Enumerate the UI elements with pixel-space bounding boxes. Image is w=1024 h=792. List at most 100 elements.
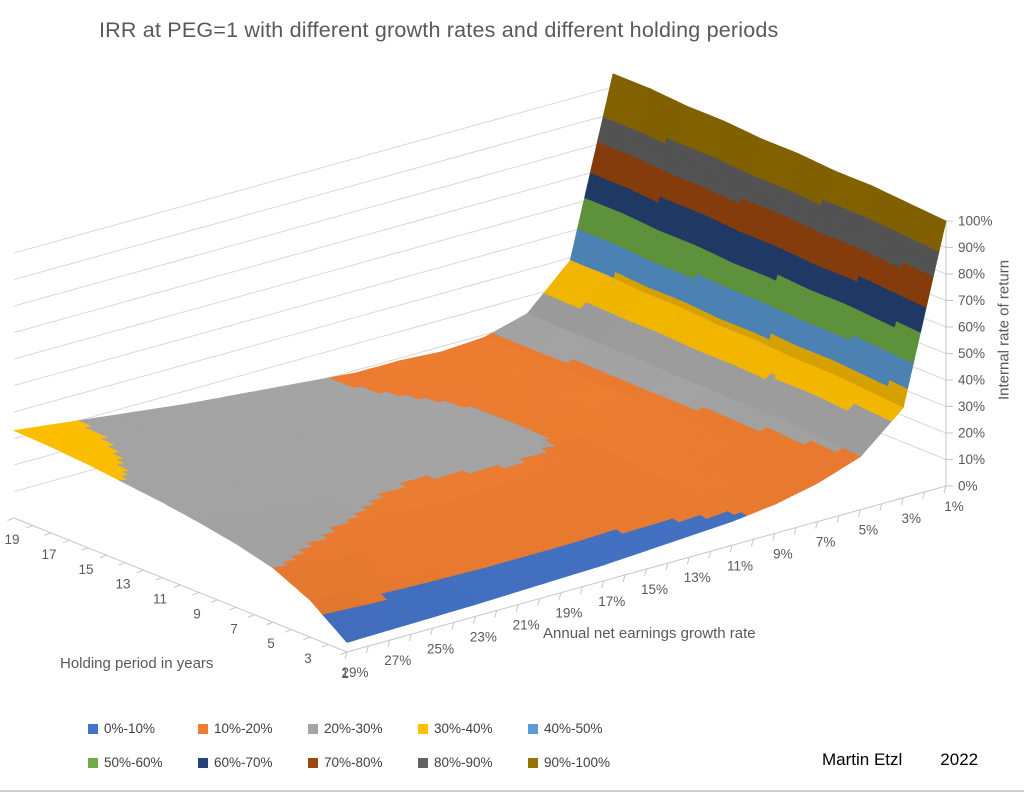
- legend-label: 50%-60%: [104, 755, 163, 770]
- legend-label: 80%-90%: [434, 755, 493, 770]
- x-tick-label: 25%: [427, 641, 454, 656]
- x-axis-tick: [579, 586, 583, 594]
- legend-swatch: [198, 757, 208, 768]
- z-tick-label: 50%: [958, 346, 985, 361]
- x-axis-tick: [494, 610, 498, 618]
- depth-tick-label: 17: [41, 547, 56, 562]
- legend-item-80-90[interactable]: 80%-90%: [418, 755, 493, 770]
- x-axis-tick: [836, 515, 840, 523]
- legend-swatch: [308, 723, 318, 734]
- x-axis-tick: [644, 568, 647, 577]
- legend-item-60-70[interactable]: 60%-70%: [198, 755, 273, 770]
- axis-labels: 1% 3% 5% 7% 9% 11% 13% 15% 17% 19% 21% 23% 25% 27% 29%…: [4, 214, 992, 682]
- depth-axis-tick: [155, 577, 163, 581]
- legend-item-20-30[interactable]: 20%-30%: [308, 721, 383, 736]
- legend-swatch: [88, 757, 98, 768]
- x-tick-label: 7%: [816, 535, 836, 550]
- depth-axis-tick: [173, 584, 181, 588]
- legend-item-0-10[interactable]: 0%-10%: [88, 721, 155, 736]
- legend-label: 0%-10%: [104, 721, 156, 736]
- legend-item-30-40[interactable]: 30%-40%: [418, 721, 493, 736]
- depth-axis-title: Holding period in years: [60, 655, 214, 672]
- x-tick-label: 21%: [513, 618, 540, 633]
- depth-axis-tick: [62, 539, 70, 544]
- x-tick-label: 17%: [598, 594, 625, 609]
- depth-tick-label: 5: [267, 636, 275, 651]
- surface: [12, 73, 947, 643]
- axes: [7, 220, 953, 660]
- legend-label: 10%-20%: [214, 721, 273, 736]
- depth-axis-tick: [247, 614, 255, 618]
- legend-swatch: [418, 723, 428, 734]
- depth-axis-tick: [284, 629, 292, 633]
- depth-axis-tick: [7, 517, 15, 521]
- x-axis-tick: [344, 651, 348, 660]
- legend-item-10-20[interactable]: 10%-20%: [198, 721, 273, 736]
- x-axis-tick: [451, 622, 455, 630]
- legend-label: 70%-80%: [324, 755, 383, 770]
- x-tick-label: 5%: [859, 523, 879, 538]
- x-axis-tick: [472, 616, 476, 624]
- legend-label: 40%-50%: [544, 721, 603, 736]
- legend-item-90-100[interactable]: 90%-100%: [528, 755, 610, 770]
- z-tick-label: 0%: [958, 479, 978, 494]
- x-axis-tick: [943, 485, 947, 494]
- x-axis-tick: [857, 509, 861, 517]
- depth-axis-tick: [81, 547, 89, 551]
- z-tick-label: 90%: [958, 240, 985, 255]
- x-tick-label: 15%: [641, 582, 668, 597]
- depth-tick-label: 19: [4, 532, 19, 547]
- x-axis-tick: [708, 551, 712, 559]
- depth-axis-tick: [192, 591, 200, 596]
- legend-label: 90%-100%: [544, 755, 611, 770]
- legend-item-70-80[interactable]: 70%-80%: [308, 755, 383, 770]
- x-tick-label: 9%: [773, 546, 793, 561]
- legend-swatch: [418, 757, 428, 768]
- z-tick-label: 30%: [958, 399, 985, 414]
- legend-swatch: [528, 757, 538, 768]
- credit: Martin Etzl 2022: [822, 750, 978, 770]
- x-tick-label: 19%: [555, 606, 582, 621]
- depth-axis-tick: [44, 532, 52, 536]
- x-tick-label: 3%: [901, 511, 921, 526]
- x-axis-tick: [922, 491, 926, 500]
- depth-tick-label: 15: [78, 562, 93, 577]
- depth-tick-label: 7: [230, 621, 238, 636]
- legend-label: 30%-40%: [434, 721, 493, 736]
- x-axis-tick: [387, 640, 391, 648]
- x-axis-tick: [558, 592, 562, 600]
- legend-swatch: [308, 757, 318, 768]
- depth-axis-tick: [340, 651, 348, 655]
- legend-item-40-50[interactable]: 40%-50%: [528, 721, 603, 736]
- legend-swatch: [528, 723, 538, 734]
- credit-author: Martin Etzl: [822, 750, 903, 769]
- z-tick-label: 80%: [958, 267, 985, 282]
- z-axis-title: Internal rate of return: [995, 259, 1013, 401]
- x-axis-tick: [750, 539, 754, 547]
- depth-axis-tick: [303, 636, 311, 641]
- depth-tick-label: 9: [193, 606, 201, 621]
- x-axis-tick: [772, 533, 776, 541]
- credit-year: 2022: [940, 750, 979, 769]
- z-tick-label: 70%: [958, 293, 985, 308]
- depth-axis-tick: [25, 524, 33, 529]
- depth-axis-tick: [136, 569, 144, 574]
- x-tick-label: 1%: [944, 499, 964, 514]
- x-axis-tick: [729, 545, 733, 553]
- z-tick-label: 20%: [958, 426, 985, 441]
- depth-axis-tick: [210, 599, 218, 603]
- z-tick-label: 10%: [958, 452, 985, 467]
- x-axis-tick: [793, 527, 797, 535]
- x-axis-tick: [622, 574, 626, 583]
- depth-tick-label: 11: [153, 592, 167, 607]
- depth-axis-tick: [99, 554, 107, 559]
- x-axis-tick: [515, 604, 519, 612]
- x-axis-tick: [430, 628, 434, 636]
- x-tick-label: 27%: [384, 653, 411, 668]
- x-axis-tick: [815, 521, 819, 529]
- x-tick-label: 23%: [470, 629, 497, 644]
- x-axis-tick: [537, 598, 541, 606]
- legend-item-50-60[interactable]: 50%-60%: [88, 755, 163, 770]
